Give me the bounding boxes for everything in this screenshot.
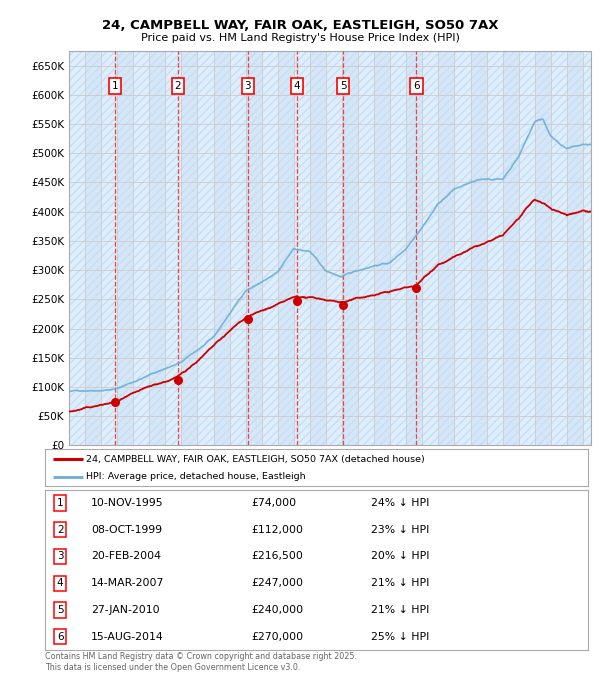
- Text: 4: 4: [57, 578, 64, 588]
- Bar: [85, 51, 101, 445]
- Bar: [406, 51, 422, 445]
- Text: 5: 5: [57, 605, 64, 615]
- Text: 1: 1: [112, 81, 118, 91]
- Text: £112,000: £112,000: [251, 525, 304, 534]
- Text: £270,000: £270,000: [251, 632, 304, 642]
- Text: 23% ↓ HPI: 23% ↓ HPI: [371, 525, 429, 534]
- Text: £240,000: £240,000: [251, 605, 304, 615]
- Bar: [245, 51, 262, 445]
- Text: 25% ↓ HPI: 25% ↓ HPI: [371, 632, 429, 642]
- Bar: [149, 51, 166, 445]
- Text: Price paid vs. HM Land Registry's House Price Index (HPI): Price paid vs. HM Land Registry's House …: [140, 33, 460, 43]
- Text: 3: 3: [57, 551, 64, 562]
- Text: 08-OCT-1999: 08-OCT-1999: [91, 525, 162, 534]
- Text: 24, CAMPBELL WAY, FAIR OAK, EASTLEIGH, SO50 7AX: 24, CAMPBELL WAY, FAIR OAK, EASTLEIGH, S…: [102, 19, 498, 32]
- Bar: [374, 51, 390, 445]
- Text: 10-NOV-1995: 10-NOV-1995: [91, 498, 164, 508]
- Bar: [214, 51, 230, 445]
- Text: 21% ↓ HPI: 21% ↓ HPI: [371, 578, 429, 588]
- Text: 2: 2: [175, 81, 181, 91]
- Text: 20-FEB-2004: 20-FEB-2004: [91, 551, 161, 562]
- Text: 27-JAN-2010: 27-JAN-2010: [91, 605, 160, 615]
- Text: £74,000: £74,000: [251, 498, 296, 508]
- Text: 6: 6: [57, 632, 64, 642]
- Text: 21% ↓ HPI: 21% ↓ HPI: [371, 605, 429, 615]
- Bar: [117, 51, 133, 445]
- Text: £247,000: £247,000: [251, 578, 304, 588]
- Text: 20% ↓ HPI: 20% ↓ HPI: [371, 551, 430, 562]
- Bar: [181, 51, 197, 445]
- Bar: [310, 51, 326, 445]
- Text: 4: 4: [294, 81, 301, 91]
- Text: HPI: Average price, detached house, Eastleigh: HPI: Average price, detached house, East…: [86, 473, 305, 481]
- Bar: [439, 51, 454, 445]
- Text: 3: 3: [244, 81, 251, 91]
- Text: £216,500: £216,500: [251, 551, 303, 562]
- Text: 6: 6: [413, 81, 420, 91]
- Bar: [567, 51, 583, 445]
- Text: 5: 5: [340, 81, 346, 91]
- Text: 14-MAR-2007: 14-MAR-2007: [91, 578, 164, 588]
- Text: 2: 2: [57, 525, 64, 534]
- Bar: [470, 51, 487, 445]
- Text: 24, CAMPBELL WAY, FAIR OAK, EASTLEIGH, SO50 7AX (detached house): 24, CAMPBELL WAY, FAIR OAK, EASTLEIGH, S…: [86, 455, 424, 464]
- Text: 15-AUG-2014: 15-AUG-2014: [91, 632, 164, 642]
- Text: Contains HM Land Registry data © Crown copyright and database right 2025.
This d: Contains HM Land Registry data © Crown c…: [45, 652, 357, 672]
- Bar: [535, 51, 551, 445]
- Bar: [503, 51, 519, 445]
- Bar: [342, 51, 358, 445]
- Bar: [278, 51, 294, 445]
- Text: 24% ↓ HPI: 24% ↓ HPI: [371, 498, 429, 508]
- Text: 1: 1: [57, 498, 64, 508]
